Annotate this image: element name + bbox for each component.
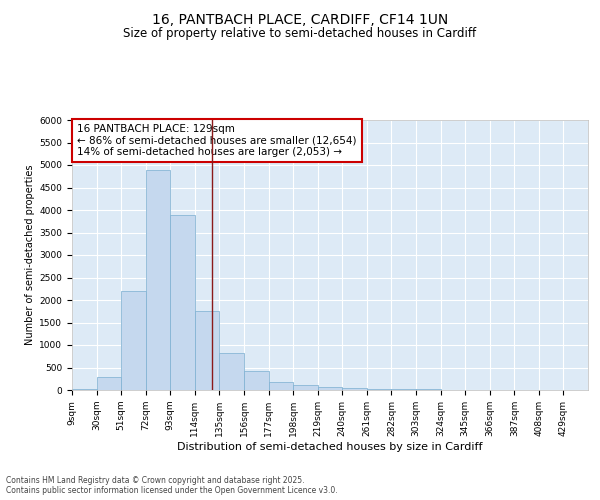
Bar — [391, 389, 416, 390]
Bar — [367, 388, 391, 390]
Bar — [220, 352, 244, 390]
Bar — [121, 291, 146, 390]
Bar — [97, 378, 121, 390]
Bar — [342, 388, 367, 390]
Bar — [72, 388, 97, 390]
X-axis label: Distribution of semi-detached houses by size in Cardiff: Distribution of semi-detached houses by … — [177, 442, 483, 452]
Bar — [269, 382, 293, 390]
Y-axis label: Number of semi-detached properties: Number of semi-detached properties — [25, 165, 35, 345]
Text: 16 PANTBACH PLACE: 129sqm
← 86% of semi-detached houses are smaller (12,654)
14%: 16 PANTBACH PLACE: 129sqm ← 86% of semi-… — [77, 124, 356, 157]
Bar — [318, 387, 342, 390]
Bar — [146, 170, 170, 390]
Text: 16, PANTBACH PLACE, CARDIFF, CF14 1UN: 16, PANTBACH PLACE, CARDIFF, CF14 1UN — [152, 12, 448, 26]
Bar — [195, 311, 220, 390]
Bar — [244, 370, 269, 390]
Bar — [293, 384, 318, 390]
Text: Contains HM Land Registry data © Crown copyright and database right 2025.
Contai: Contains HM Land Registry data © Crown c… — [6, 476, 338, 495]
Text: Size of property relative to semi-detached houses in Cardiff: Size of property relative to semi-detach… — [124, 28, 476, 40]
Bar — [170, 214, 195, 390]
